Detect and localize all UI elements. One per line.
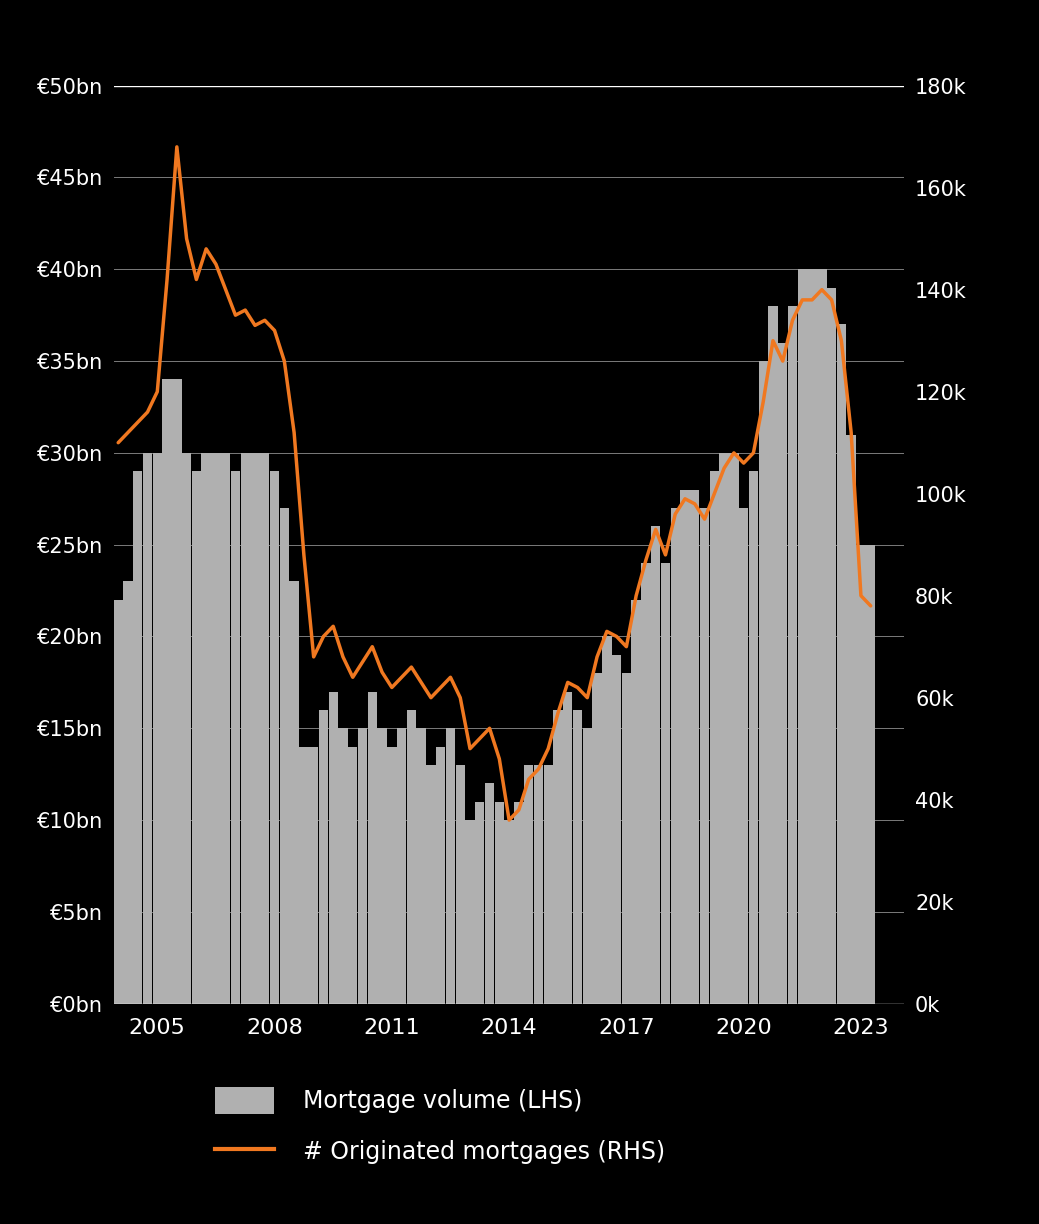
Bar	[514, 802, 524, 1004]
Bar	[749, 471, 758, 1004]
Bar	[162, 379, 171, 1004]
Bar	[319, 710, 328, 1004]
Bar	[250, 453, 260, 1004]
Bar	[446, 728, 455, 1004]
Bar	[172, 379, 182, 1004]
Bar	[827, 288, 836, 1004]
Bar	[231, 471, 240, 1004]
Bar	[739, 508, 748, 1004]
Bar	[270, 471, 279, 1004]
Bar	[661, 563, 670, 1004]
Bar	[475, 802, 484, 1004]
Bar	[455, 765, 464, 1004]
Bar	[856, 545, 865, 1004]
Bar	[465, 820, 475, 1004]
Bar	[113, 600, 123, 1004]
Bar	[221, 453, 231, 1004]
Bar	[651, 526, 661, 1004]
Bar	[534, 765, 543, 1004]
Bar	[719, 453, 728, 1004]
Legend: Mortgage volume (LHS), # Originated mortgages (RHS): Mortgage volume (LHS), # Originated mort…	[215, 1087, 665, 1165]
Bar	[279, 508, 289, 1004]
Bar	[504, 820, 514, 1004]
Bar	[572, 710, 582, 1004]
Bar	[524, 765, 533, 1004]
Bar	[348, 747, 357, 1004]
Bar	[328, 692, 338, 1004]
Bar	[778, 343, 788, 1004]
Bar	[836, 324, 846, 1004]
Bar	[182, 453, 191, 1004]
Bar	[426, 765, 435, 1004]
Bar	[191, 471, 202, 1004]
Bar	[436, 747, 446, 1004]
Bar	[807, 269, 817, 1004]
Bar	[798, 269, 807, 1004]
Bar	[397, 728, 406, 1004]
Bar	[758, 361, 768, 1004]
Bar	[124, 581, 133, 1004]
Bar	[700, 508, 710, 1004]
Bar	[867, 545, 876, 1004]
Bar	[339, 728, 348, 1004]
Bar	[710, 471, 719, 1004]
Bar	[133, 471, 142, 1004]
Bar	[768, 306, 777, 1004]
Bar	[563, 692, 572, 1004]
Bar	[641, 563, 650, 1004]
Bar	[485, 783, 495, 1004]
Bar	[406, 710, 416, 1004]
Bar	[377, 728, 387, 1004]
Bar	[583, 728, 592, 1004]
Bar	[554, 710, 563, 1004]
Bar	[847, 435, 856, 1004]
Bar	[621, 673, 631, 1004]
Bar	[612, 655, 621, 1004]
Bar	[309, 747, 318, 1004]
Bar	[543, 765, 553, 1004]
Bar	[681, 490, 690, 1004]
Bar	[690, 490, 699, 1004]
Bar	[388, 747, 397, 1004]
Bar	[495, 802, 504, 1004]
Bar	[603, 636, 612, 1004]
Bar	[290, 581, 299, 1004]
Bar	[729, 453, 739, 1004]
Bar	[788, 306, 797, 1004]
Bar	[153, 453, 162, 1004]
Bar	[142, 453, 152, 1004]
Bar	[632, 600, 641, 1004]
Bar	[357, 728, 367, 1004]
Bar	[592, 673, 602, 1004]
Bar	[417, 728, 426, 1004]
Bar	[211, 453, 220, 1004]
Bar	[241, 453, 250, 1004]
Bar	[368, 692, 377, 1004]
Bar	[260, 453, 269, 1004]
Bar	[670, 508, 680, 1004]
Bar	[299, 747, 309, 1004]
Bar	[202, 453, 211, 1004]
Bar	[817, 269, 827, 1004]
